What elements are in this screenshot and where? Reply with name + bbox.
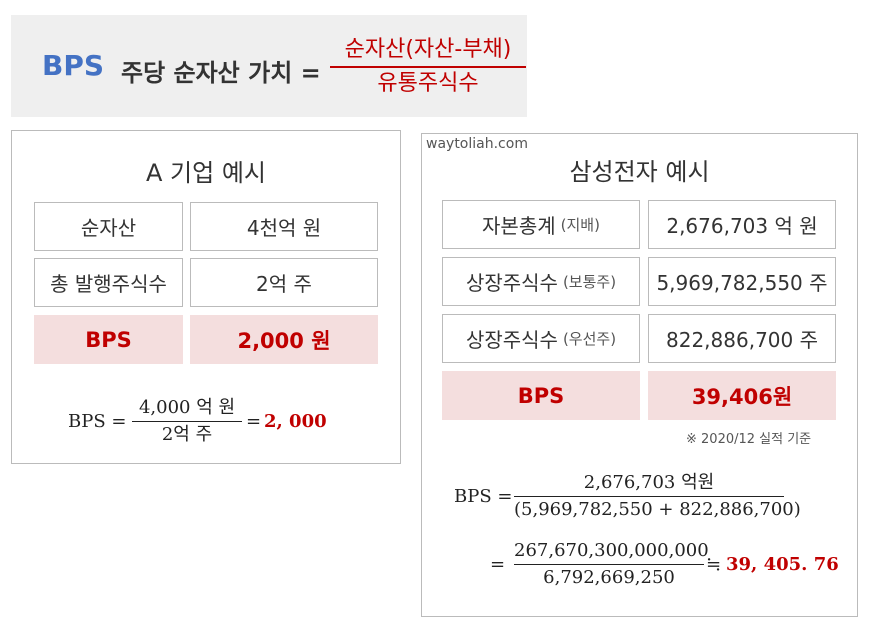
row-value-equity: 2,676,703 억 원: [648, 200, 836, 249]
panel-b-title: 삼성전자 예시: [569, 158, 710, 186]
row-label-equity: 자본총계 (지배): [442, 200, 640, 249]
bps-formula-b-step1: BPS = 2,676,703 억원 (5,969,782,550 + 822,…: [454, 468, 854, 528]
row-value-shares: 2억 주: [190, 258, 378, 307]
row-value-common-shares: 5,969,782,550 주: [648, 257, 836, 306]
formula-numerator: 2,676,703 억원: [583, 472, 715, 493]
row-value-net-assets: 4천억 원: [190, 202, 378, 251]
panel-a-title: A 기업 예시: [146, 159, 266, 187]
bps-formula-b-step2: = 267,670,300,000,000 6,792,669,250 ≒ 39…: [454, 536, 854, 596]
fraction-bar: [330, 66, 526, 68]
bps-title: 주당 순자산 가치 =: [121, 59, 321, 87]
formula-denominator: 6,792,669,250: [543, 567, 675, 588]
row-label-shares: 총 발행주식수: [34, 258, 183, 307]
row-label-net-assets: 순자산: [34, 202, 183, 251]
approx-sign: ≒: [706, 554, 722, 575]
formula-result: 39, 405. 76: [726, 554, 839, 575]
formula-equals: =: [246, 411, 262, 432]
bps-formula-a: BPS = 4,000 억 원 2억 주 = 2, 000: [68, 393, 388, 453]
formula-fraction: 4,000 억 원 2억 주: [132, 395, 242, 448]
bps-value-cell: 39,406원: [648, 371, 836, 420]
company-a-example-panel: A 기업 예시 순자산 4천억 원 총 발행주식수 2억 주 BPS 2,000…: [11, 130, 401, 464]
samsung-example-panel: waytoliah.com 삼성전자 예시 자본총계 (지배) 2,676,703…: [421, 133, 858, 617]
formula-denominator: 2억 주: [161, 424, 213, 445]
basis-note: ※ 2020/12 실적 기준: [686, 432, 812, 447]
bps-value-cell: 2,000 원: [190, 315, 378, 364]
bps-definition-header: BPS 주당 순자산 가치 = 순자산(자산-부채) 유통주식수: [11, 15, 527, 117]
formula-fraction: 267,670,300,000,000 6,792,669,250: [514, 538, 709, 591]
bps-term: BPS: [42, 49, 105, 82]
formula-numerator: 267,670,300,000,000: [514, 540, 709, 561]
row-label-preferred-shares: 상장주식수 (우선주): [442, 314, 640, 363]
row-label-common-shares: 상장주식수 (보통주): [442, 257, 640, 306]
bps-label-cell: BPS: [442, 371, 640, 420]
formula-fraction: 2,676,703 억원 (5,969,782,550 + 822,886,70…: [514, 470, 801, 523]
bps-label-cell: BPS: [34, 315, 183, 364]
formula-numerator: 4,000 억 원: [138, 397, 236, 418]
formula-lhs: BPS =: [454, 486, 513, 507]
watermark: waytoliah.com: [426, 136, 528, 152]
formula-lhs: BPS =: [68, 411, 127, 432]
formula-equals: =: [490, 554, 506, 575]
formula-result: 2, 000: [264, 411, 327, 432]
definition-numerator: 순자산(자산-부채): [344, 37, 512, 62]
definition-denominator: 유통주식수: [377, 71, 479, 96]
formula-denominator: (5,969,782,550 + 822,886,700): [514, 499, 801, 520]
bps-definition-fraction: 순자산(자산-부채) 유통주식수: [330, 35, 526, 99]
row-value-preferred-shares: 822,886,700 주: [648, 314, 836, 363]
